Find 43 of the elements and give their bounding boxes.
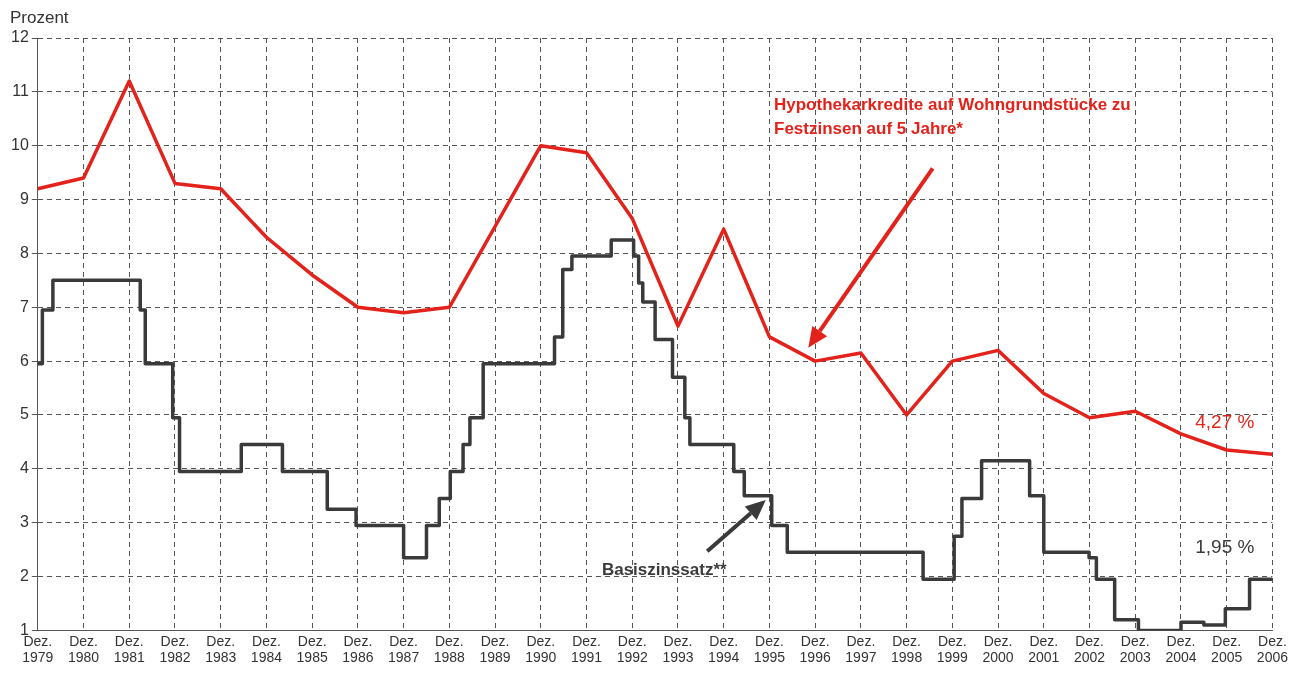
y-tick-label: 10 xyxy=(11,136,29,154)
x-tick-label: Dez. 1986 xyxy=(342,632,374,666)
annotation: 4,27 % xyxy=(1195,411,1255,433)
legend-label: Basiszinssatz** xyxy=(601,559,727,579)
x-tick-label: Dez. 1985 xyxy=(296,632,328,666)
y-tick-label: 11 xyxy=(12,82,29,100)
x-tick-label: Dez. 2005 xyxy=(1211,632,1243,666)
x-tick-label: Dez. 1993 xyxy=(662,632,694,666)
x-tick-label: Dez. 1982 xyxy=(159,632,191,666)
x-tick-label: Dez. 2006 xyxy=(1256,632,1289,666)
x-tick-label: Dez. 1998 xyxy=(891,632,923,666)
y-tick-label: 2 xyxy=(19,566,29,584)
y-tick-label: 6 xyxy=(19,351,29,369)
x-tick-label: Dez. 1989 xyxy=(479,632,511,666)
x-tick-label: Dez. 2000 xyxy=(982,632,1014,666)
annotation: 1,95 % xyxy=(1195,535,1255,557)
y-axis-title: Prozent xyxy=(10,8,69,28)
x-tick-label: Dez. 1981 xyxy=(113,632,146,666)
x-tick-label: Dez. 1990 xyxy=(525,632,557,666)
y-tick-label: 8 xyxy=(19,243,29,261)
x-tick-label: Dez. 1991 xyxy=(570,632,603,666)
x-tick-label: Dez. 2002 xyxy=(1073,632,1106,666)
x-tick-label: Dez. 1988 xyxy=(433,632,466,666)
x-tick-label: Dez. 1980 xyxy=(67,632,100,666)
y-tick-label: 9 xyxy=(19,189,29,207)
x-tick-label: Dez. 2003 xyxy=(1119,632,1152,666)
x-tick-label: Dez. 1995 xyxy=(753,632,786,666)
y-tick-label: 12 xyxy=(11,28,29,46)
x-tick-label: Dez. 2001 xyxy=(1028,632,1060,666)
x-tick-label: Dez. 2004 xyxy=(1165,632,1197,666)
x-tick-label: Dez. 1984 xyxy=(250,632,283,666)
x-tick-label: Dez. 1983 xyxy=(205,632,237,666)
text: Hypothekarkredite auf Wohngrundstücke zu Festzinsen auf 5 Jahre* xyxy=(774,95,1131,139)
y-tick-label: 3 xyxy=(19,513,29,531)
x-tick-label: Dez. 1987 xyxy=(388,632,420,666)
x-tick-label: Dez. 1999 xyxy=(936,632,969,666)
x-tick-label: Dez. 1997 xyxy=(845,632,877,666)
y-tick-label: 4 xyxy=(19,459,29,477)
x-tick-label: Dez. 1992 xyxy=(616,632,649,666)
y-tick-label: 5 xyxy=(19,405,29,423)
y-tick-label: 7 xyxy=(19,297,29,315)
x-tick-label: Dez. 1994 xyxy=(708,632,740,666)
x-tick-label: Dez. 1996 xyxy=(799,632,831,666)
